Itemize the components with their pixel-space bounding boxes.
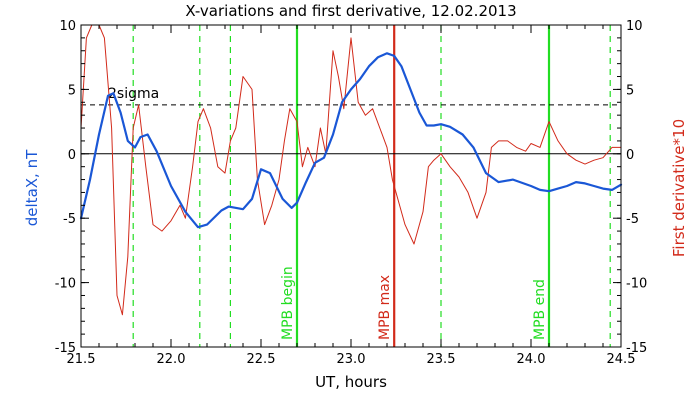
vline-label-mpb-end: MPB end <box>532 279 548 340</box>
threshold-label: 2sigma <box>108 86 159 102</box>
x-tick-label-0: 21.5 <box>67 352 96 367</box>
x-tick-label-2: 22.5 <box>247 352 276 367</box>
y-tick-left-label-4: 5 <box>68 83 76 98</box>
vline-label-mpb-begin: MPB begin <box>280 266 296 340</box>
x-tick-label-4: 23.5 <box>427 352 456 367</box>
x-tick-label-1: 22.0 <box>157 352 186 367</box>
reference-lines: 2sigma <box>81 86 621 155</box>
y-tick-right-label-3: 0 <box>626 148 634 163</box>
chart-title: X-variations and first derivative, 12.02… <box>185 2 516 20</box>
vertical-markers: MPB begin MPB max MPB end <box>132 25 611 347</box>
left-y-axis-label: deltaX, nT <box>23 149 41 226</box>
deltax-series-line <box>79 52 623 229</box>
plot-frame: 21.5 22.0 22.5 23.0 23.5 24.0 24.5-15-10-50510… <box>55 19 647 367</box>
y-tick-right-label-2: -5 <box>626 212 639 227</box>
y-tick-right-label-5: 10 <box>626 19 643 34</box>
y-tick-left-label-3: 0 <box>68 148 76 163</box>
y-tick-left-label-1: -10 <box>55 277 76 292</box>
y-tick-right-label-1: -10 <box>626 277 647 292</box>
y-tick-left-label-2: -5 <box>63 212 76 227</box>
derivative-series-line <box>80 24 622 316</box>
y-tick-right-label-4: 5 <box>626 83 634 98</box>
vline-label-mpb-max: MPB max <box>377 275 393 340</box>
x-axis-label: UT, hours <box>315 373 387 391</box>
x-tick-label-5: 24.0 <box>517 352 546 367</box>
x-tick-label-3: 23.0 <box>337 352 366 367</box>
y-tick-left-label-0: -15 <box>55 341 76 356</box>
right-y-axis-label: First derivative*10 <box>670 119 688 257</box>
series-lines <box>79 24 623 316</box>
x-tick-label-6: 24.5 <box>607 352 636 367</box>
y-tick-left-label-5: 10 <box>59 19 76 34</box>
y-tick-right-label-0: -15 <box>626 341 647 356</box>
